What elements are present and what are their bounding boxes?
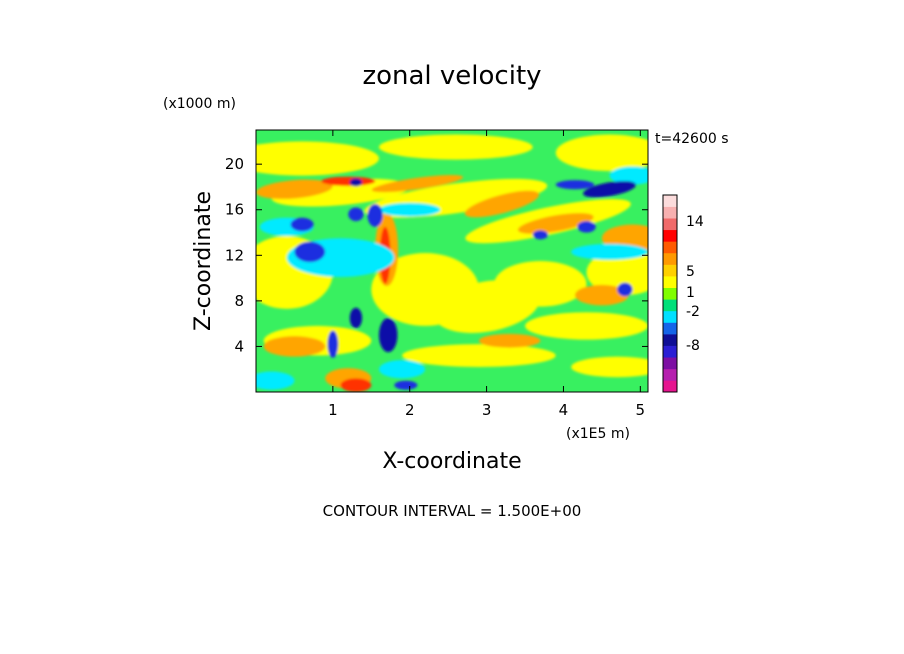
contour-region (577, 221, 596, 233)
contour-region (367, 204, 383, 227)
contour-region (256, 371, 295, 390)
contour-region (349, 307, 363, 329)
time-label: t=42600 s (655, 131, 729, 147)
contour-region (256, 141, 379, 176)
contour-region (494, 261, 587, 307)
colorbar-label: 5 (686, 264, 695, 280)
contour-region (555, 134, 648, 172)
x-tick-label: 1 (328, 401, 338, 419)
contour-region (478, 333, 541, 348)
colorbar-segment (663, 357, 677, 370)
y-tick-label: 8 (234, 292, 244, 310)
colorbar-segment (663, 287, 677, 300)
chart-title: zonal velocity (362, 61, 541, 91)
y-tick-label: 12 (225, 246, 244, 264)
contour-region (525, 312, 648, 340)
y-scale-label: (x1000 m) (163, 96, 236, 112)
contour-region (290, 217, 314, 232)
colorbar-segment (663, 299, 677, 312)
colorbar-segment (663, 229, 677, 242)
contour-region (378, 360, 426, 379)
colorbar-segment (663, 276, 677, 289)
colorbar-segment (663, 380, 677, 393)
colorbar-segment (663, 241, 677, 254)
y-tick-label: 20 (225, 155, 244, 173)
colorbar-segment (663, 252, 677, 265)
colorbar-segment (663, 264, 677, 277)
contour-region (256, 179, 333, 199)
contour-region (555, 180, 595, 190)
contour-region (517, 213, 594, 234)
contour-region (574, 284, 629, 306)
colorbar-segment (663, 368, 677, 381)
contour-region (609, 166, 648, 185)
colorbar-frame (662, 194, 678, 393)
colorbar-segment (663, 322, 677, 335)
contour-region (617, 282, 633, 297)
x-tick-label: 5 (636, 401, 646, 419)
x-tick-label: 4 (559, 401, 569, 419)
x-axis-ticks: 1 2 3 4 5 (328, 130, 645, 419)
colorbar-label: -2 (686, 304, 700, 320)
contour-region (263, 336, 326, 357)
x-tick-label: 3 (482, 401, 492, 419)
y-tick-label: 4 (234, 337, 244, 355)
x-axis-label: X-coordinate (382, 449, 521, 474)
contour-field (256, 130, 648, 392)
contour-region (321, 176, 376, 186)
colorbar-segment (663, 206, 677, 219)
colorbar-label: 1 (686, 285, 695, 301)
contour-region (586, 249, 648, 296)
contour-region (340, 378, 372, 392)
colorbar-segment (663, 195, 677, 207)
contour-region (371, 174, 464, 193)
y-axis-ticks: 4 8 12 16 20 (225, 155, 648, 355)
contour-region (583, 181, 637, 198)
contour-region (571, 356, 648, 378)
contour-region (394, 380, 418, 390)
contour-region (378, 202, 441, 217)
x-tick-label: 2 (405, 401, 415, 419)
contour-region (349, 178, 363, 187)
contour-region (327, 330, 339, 358)
contour-region (464, 190, 540, 218)
contour-region (532, 230, 549, 240)
contour-region (402, 344, 556, 367)
contour-region (294, 241, 326, 263)
contour-interval-footer: CONTOUR INTERVAL = 1.500E+00 (323, 502, 582, 520)
contour-region (378, 134, 533, 160)
x-scale-label: (x1E5 m) (566, 426, 630, 442)
contour-region (571, 243, 648, 260)
contour-region (378, 317, 398, 353)
colorbar-segment (663, 345, 677, 358)
colorbar-segment (663, 334, 677, 346)
y-tick-label: 16 (225, 201, 244, 219)
colorbar-segment (663, 310, 677, 323)
colorbar-label: -8 (686, 338, 700, 354)
y-axis-label: Z-coordinate (191, 191, 216, 331)
colorbar-label: 14 (686, 214, 704, 230)
colorbar (662, 194, 678, 393)
colorbar-labels: 14 5 1 -2 -8 (686, 214, 704, 354)
plot-frame (255, 129, 649, 393)
colorbar-segment (663, 218, 677, 231)
contour-region (348, 207, 364, 222)
